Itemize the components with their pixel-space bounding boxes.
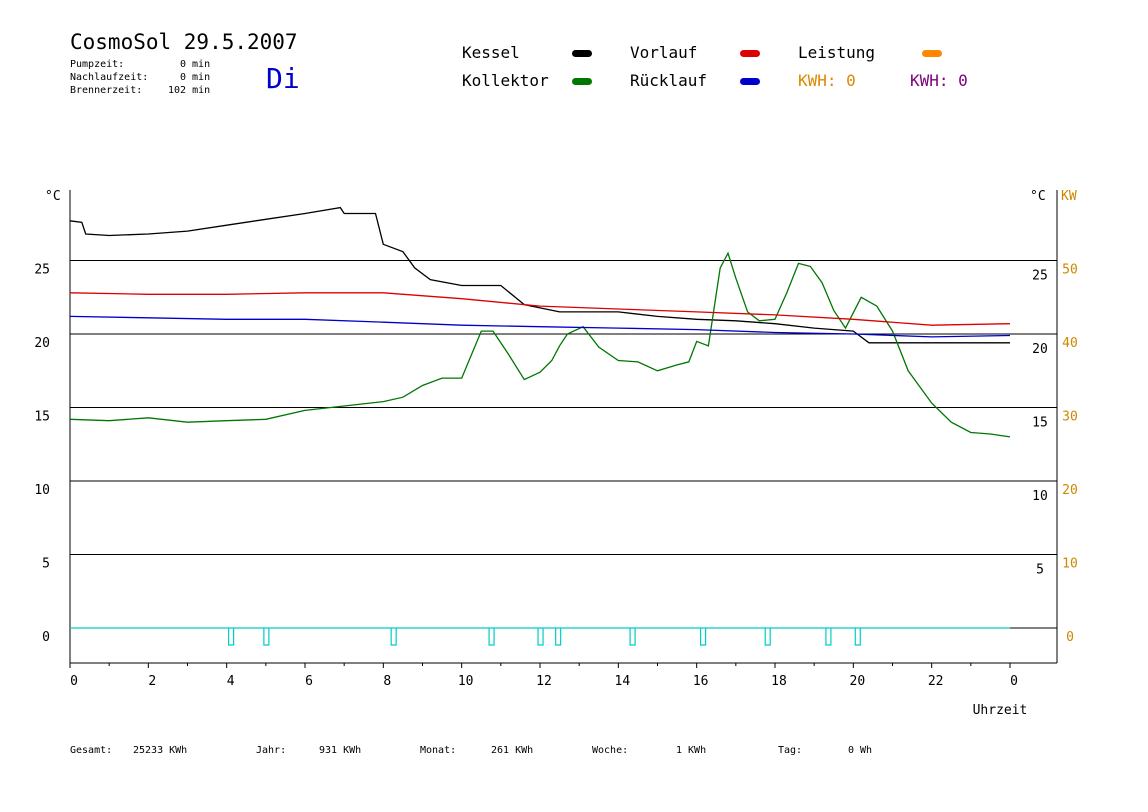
y-left-tick-label: 0: [42, 630, 50, 645]
x-tick-label: 4: [227, 674, 235, 689]
y-left-tick-label: 15: [34, 410, 50, 425]
pump-pulse: [699, 628, 707, 646]
footer-woche-label: Woche:: [592, 745, 629, 756]
y-right-kw-tick-label: 0: [1066, 630, 1074, 645]
stat-label: Brennerzeit:: [70, 85, 143, 96]
stat-value: 0 min: [180, 72, 211, 83]
legend-kollektor-label: Kollektor: [462, 71, 549, 90]
y-right-kw-tick-label: 50: [1062, 263, 1078, 278]
legend-leistung-label: Leistung: [798, 43, 876, 62]
stat-label: Nachlaufzeit:: [70, 72, 149, 83]
pump-pulse: [825, 628, 832, 646]
stat-label: Pumpzeit:: [70, 59, 125, 70]
x-tick-label: 8: [383, 674, 391, 689]
legend-kessel-label: Kessel: [462, 43, 520, 62]
weekday-label: Di: [266, 62, 300, 95]
series-line-kessel: [69, 206, 1010, 344]
y-right-kw-tick-label: 30: [1062, 410, 1078, 425]
x-tick-label: 2: [148, 674, 156, 689]
legend-kollektor-swatch: [572, 78, 592, 85]
y-right-c-tick-label: 10: [1032, 489, 1048, 504]
footer-monat-label: Monat:: [420, 745, 457, 756]
series-line-kollektor: [69, 251, 1011, 438]
right-unit-c-label: °C: [1030, 189, 1046, 204]
y-left-tick-label: 20: [34, 336, 50, 351]
y-right-c-tick-label: 20: [1032, 342, 1048, 357]
legend-leistung-swatch: [922, 50, 942, 57]
x-tick-label: 0: [1010, 674, 1018, 689]
series-line-vorlauf: [69, 292, 1011, 326]
y-right-kw-tick-label: 40: [1062, 336, 1078, 351]
footer-gesamt-value: 25233 KWh: [133, 745, 188, 756]
stat-row: Brennerzeit: 102 min: [70, 84, 210, 97]
series-line-ruecklauf: [69, 315, 1011, 338]
y-left-tick-label: 25: [34, 263, 50, 278]
y-right-kw-tick-label: 10: [1062, 557, 1078, 572]
x-tick-label: 18: [771, 674, 787, 689]
legend-kessel-swatch: [572, 50, 592, 57]
x-axis-title: Uhrzeit: [973, 703, 1028, 718]
chart-title: CosmoSol 29.5.2007: [70, 30, 298, 54]
pump-pulse: [228, 628, 235, 646]
footer-monat-value: 261 KWh: [491, 745, 534, 756]
stat-value: 0 min: [180, 59, 211, 70]
pump-pulse: [764, 628, 771, 646]
pump-pulse: [555, 628, 562, 646]
y-left-tick-label: 5: [42, 557, 50, 572]
footer-gesamt-label: Gesamt:: [70, 745, 113, 756]
pump-pulse: [629, 628, 636, 646]
pump-pulse: [263, 628, 270, 646]
x-tick-label: 10: [458, 674, 474, 689]
footer-tag-value: 0 Wh: [848, 745, 873, 756]
stat-value: 102 min: [168, 85, 211, 96]
y-right-c-tick-label: 5: [1036, 563, 1044, 578]
y-right-kw-tick-label: 20: [1062, 483, 1078, 498]
footer-jahr-label: Jahr:: [256, 745, 287, 756]
y-right-c-tick-label: 15: [1032, 416, 1048, 431]
footer-woche-value: 1 KWh: [676, 745, 707, 756]
y-left-tick-label: 10: [34, 483, 50, 498]
pump-pulse: [854, 628, 861, 646]
x-tick-label: 14: [615, 674, 631, 689]
stat-row: Nachlaufzeit: 0 min: [70, 71, 210, 84]
footer-tag-label: Tag:: [778, 745, 803, 756]
x-tick-label: 20: [850, 674, 866, 689]
stats-block: Pumpzeit: 0 min Nachlaufzeit: 0 min Brenne…: [70, 58, 210, 97]
legend-kwh-orange: KWH: 0: [798, 71, 856, 90]
x-tick-label: 22: [928, 674, 944, 689]
left-unit-label: °C: [45, 189, 61, 204]
legend-kwh-purple: KWH: 0: [910, 71, 968, 90]
footer-jahr-value: 931 KWh: [319, 745, 362, 756]
x-tick-label: 16: [693, 674, 709, 689]
stat-row: Pumpzeit: 0 min: [70, 58, 210, 71]
x-tick-label: 6: [305, 674, 313, 689]
right-unit-kw-label: KW: [1061, 189, 1077, 204]
pump-pulse: [390, 628, 397, 646]
y-right-c-tick-label: 25: [1032, 269, 1048, 284]
x-tick-label: 0: [70, 674, 78, 689]
legend-vorlauf-swatch: [740, 50, 760, 57]
x-tick-label: 12: [536, 674, 552, 689]
pump-pulse: [488, 628, 495, 646]
legend-ruecklauf-swatch: [740, 78, 760, 85]
legend-vorlauf-label: Vorlauf: [630, 43, 698, 62]
legend-ruecklauf-label: Rücklauf: [630, 71, 708, 90]
pump-pulse: [537, 628, 544, 646]
